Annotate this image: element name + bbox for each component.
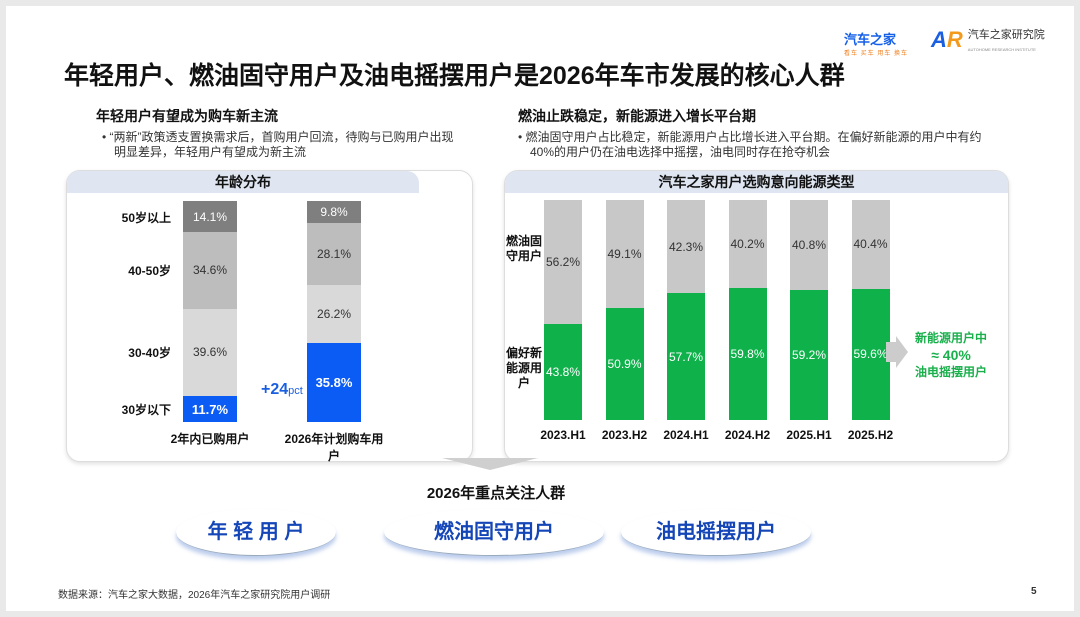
x-tick-label: 2024.H1 [663,428,709,442]
callout-line-1: 新能源用户中 [914,331,987,345]
right-bullet-text: 燃油固守用户占比稳定，新能源用户占比增长进入平台期。在偏好新能源的用户中有约40… [525,130,982,159]
bar-segment: 39.6% [183,308,237,397]
callout: 新能源用户中 ≈ 40% 油电摇摆用户 [906,330,996,381]
bar-segment: 42.3% [667,200,705,294]
ar-logo-icon: AR [931,27,963,52]
left-bullet: • “两新”政策透支置换需求后，首购用户回流，待购与已购用户出现明显差异，年轻用… [102,130,454,159]
bar-segment: 9.8% [307,201,361,223]
age-chart-panel: 年龄分布 [66,170,473,462]
bar-segment: 59.6% [851,288,890,420]
x-tick-label: 2024.H2 [724,428,771,442]
bar-segment: 43.8% [544,323,582,420]
right-heading: 燃油止跌稳定，新能源进入增长平台期 [518,108,756,124]
bar-segment: 11.7% [183,396,237,422]
x-tick-label: 2023.H2 [601,428,648,442]
bar-segment: 50.9% [605,308,644,420]
focus-group-young: 年 轻 用 户 [176,509,336,556]
bar-segment: 57.7% [667,293,705,420]
x-tick-label: 2025.H1 [786,428,832,442]
legend-label: 燃油固守用户 [506,234,543,263]
data-source: 数据来源：汽车之家大数据，2026年汽车之家研究院用户调研 [58,590,331,601]
bar-segment: 14.1% [183,201,237,233]
legend-label: 40-50岁 [128,264,171,279]
institute-name: 汽车之家研究院 [967,29,1045,41]
growth-value: +24 [261,381,289,398]
arrow-head-icon [896,336,908,368]
autohome-logo-text: 汽车之家 [844,32,897,47]
age-chart-title: 年龄分布 [67,171,419,193]
growth-annotation: +24pct [261,381,303,399]
growth-unit: pct [288,385,303,397]
down-arrow-icon [442,458,538,470]
legend-label: 30-40岁 [128,346,171,361]
bar-segment: 56.2% [544,200,582,324]
callout-line-3: 油电摇摆用户 [914,365,987,379]
bar-segment: 59.2% [790,289,828,420]
bar-segment: 26.2% [307,284,361,343]
bar-segment: 59.8% [728,288,767,420]
energy-chart: 43.8% 56.2% 2023.H1 50.9% 49.1% 2023.H2 57.7% 4… [6,6,1074,611]
x-tick-label: 2026年计划购车用户 [284,432,384,463]
bar-segment: 34.6% [183,232,237,309]
left-bullet-text: “两新”政策透支置换需求后，首购用户回流，待购与已购用户出现明显差异，年轻用户有… [109,130,454,159]
energy-chart-title: 汽车之家用户选购意向能源类型 [505,171,1008,193]
institute-en: AUTOHOME RESEARCH INSTITUTE [967,47,1036,52]
callout-line-2: ≈ 40% [931,347,971,363]
bar-segment: 40.8% [790,200,828,290]
legend-label: 30岁以下 [121,403,171,418]
bar-segment: 40.4% [851,200,890,289]
x-tick-label: 2年内已购用户 [170,432,250,446]
x-tick-label: 2023.H1 [540,428,586,442]
bar-segment: 28.1% [307,222,361,285]
institute-logo: AR 汽车之家研究院 AUTOHOME RESEARCH INSTITUTE [931,26,1045,54]
bar-segment: 40.2% [728,200,767,289]
legend-label: 50岁以上 [121,210,171,225]
x-tick-label: 2025.H2 [847,428,894,442]
arrow-icon [886,342,896,362]
autohome-logo: 汽车之家看车 买车 用车 换车 [844,29,908,57]
focus-group-swing: 油电摇摆用户 [621,509,811,556]
slide: 汽车之家看车 买车 用车 换车 AR 汽车之家研究院 AUTOHOME RESEAR… [6,6,1074,611]
left-heading: 年轻用户有望成为购车新主流 [96,108,278,124]
age-chart: 11.7% 39.6% 34.6% 14.1% 2年内已购用户 35.8% 26.2% 28.… [6,6,1074,611]
bar-segment: 49.1% [605,200,644,309]
focus-heading: 2026年重点关注人群 [426,485,566,502]
legend-label: 偏好新能源用户 [506,346,543,390]
bar-segment: 35.8% [307,342,361,422]
page-title: 年轻用户、燃油固守用户及油电摇摆用户是2026年车市发展的核心人群 [64,62,845,90]
page-number: 5 [1031,586,1037,597]
focus-group-fuel: 燃油固守用户 [384,509,604,556]
autohome-tagline: 看车 买车 用车 换车 [844,51,909,57]
right-bullet: • 燃油固守用户占比稳定，新能源用户占比增长进入平台期。在偏好新能源的用户中有约… [518,130,982,159]
